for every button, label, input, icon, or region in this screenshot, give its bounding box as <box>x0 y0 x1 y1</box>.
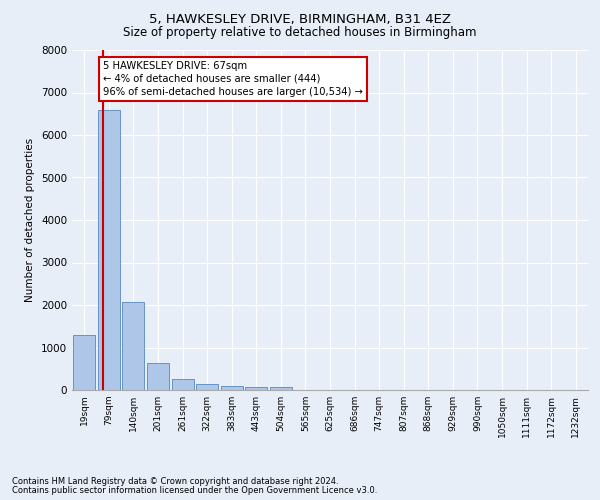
Text: Contains public sector information licensed under the Open Government Licence v3: Contains public sector information licen… <box>12 486 377 495</box>
Text: Size of property relative to detached houses in Birmingham: Size of property relative to detached ho… <box>123 26 477 39</box>
Bar <box>147 363 169 390</box>
Bar <box>98 110 120 390</box>
Bar <box>122 302 145 390</box>
Bar <box>73 335 95 390</box>
Bar <box>196 384 218 390</box>
Text: Contains HM Land Registry data © Crown copyright and database right 2024.: Contains HM Land Registry data © Crown c… <box>12 477 338 486</box>
Text: 5 HAWKESLEY DRIVE: 67sqm
← 4% of detached houses are smaller (444)
96% of semi-d: 5 HAWKESLEY DRIVE: 67sqm ← 4% of detache… <box>103 60 363 97</box>
Bar <box>245 387 268 390</box>
Bar <box>270 387 292 390</box>
Y-axis label: Number of detached properties: Number of detached properties <box>25 138 35 302</box>
Bar <box>221 386 243 390</box>
Text: 5, HAWKESLEY DRIVE, BIRMINGHAM, B31 4EZ: 5, HAWKESLEY DRIVE, BIRMINGHAM, B31 4EZ <box>149 12 451 26</box>
Bar <box>172 380 194 390</box>
